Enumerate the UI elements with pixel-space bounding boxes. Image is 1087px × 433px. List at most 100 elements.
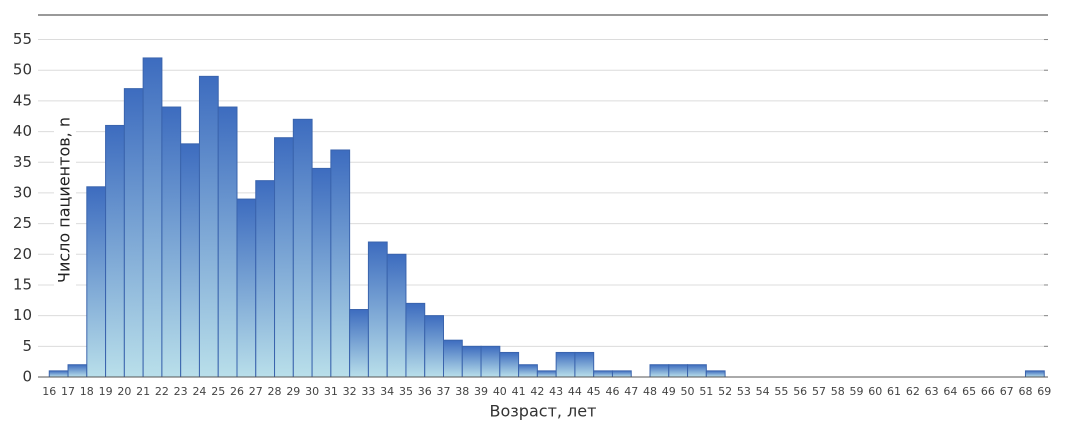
x-tick-label: 26 [230, 385, 244, 398]
x-tick-label: 45 [587, 385, 601, 398]
bar [349, 309, 369, 378]
y-tick-label: 55 [13, 30, 32, 48]
y-tick-label: 40 [13, 122, 32, 140]
x-tick-label: 52 [718, 385, 732, 398]
x-tick-label: 35 [399, 385, 413, 398]
x-tick-label: 57 [812, 385, 826, 398]
y-tick-label: 0 [22, 368, 32, 386]
y-tick-label: 20 [13, 245, 32, 263]
y-label-box: Число пациентов, n [54, 110, 76, 290]
bar [555, 351, 576, 378]
x-tick-label: 58 [831, 385, 845, 398]
x-tick-label: 17 [61, 385, 75, 398]
x-tick-label: 31 [324, 385, 338, 398]
bar [424, 315, 445, 378]
bar [123, 88, 144, 378]
x-tick-label: 47 [624, 385, 638, 398]
x-tick-label: 44 [568, 385, 582, 398]
x-tick-label: 64 [943, 385, 957, 398]
x-tick-label: 19 [99, 385, 113, 398]
bar [198, 75, 219, 378]
x-tick-label: 69 [1037, 385, 1051, 398]
x-tick-label: 49 [662, 385, 676, 398]
x-tick-label: 39 [474, 385, 488, 398]
y-tick-label: 30 [13, 183, 32, 201]
bar [705, 370, 726, 378]
bar [292, 118, 313, 378]
x-tick-label: 24 [192, 385, 206, 398]
bar [236, 198, 257, 378]
bar [649, 364, 670, 378]
bar [1024, 370, 1045, 378]
bar [518, 364, 538, 378]
x-tick-label: 21 [136, 385, 150, 398]
x-tick-label: 43 [549, 385, 563, 398]
x-tick-label: 51 [699, 385, 713, 398]
x-tick-label: 59 [850, 385, 864, 398]
x-tick-label: 40 [493, 385, 507, 398]
x-tick-label: 38 [455, 385, 469, 398]
x-tick-label: 33 [361, 385, 375, 398]
x-tick-label: 67 [1000, 385, 1014, 398]
x-tick-label: 48 [643, 385, 657, 398]
bar [180, 143, 200, 378]
bar [311, 167, 332, 378]
x-tick-label: 54 [756, 385, 770, 398]
y-tick-label: 5 [22, 337, 32, 355]
x-tick-label: 53 [737, 385, 751, 398]
bar [274, 137, 294, 378]
x-tick-label: 65 [962, 385, 976, 398]
y-tick-label: 45 [13, 91, 32, 109]
x-tick-label: 55 [774, 385, 788, 398]
x-tick-label: 16 [42, 385, 56, 398]
bar [461, 345, 482, 378]
y-tick-label: 35 [13, 153, 32, 171]
x-tick-label: 34 [380, 385, 394, 398]
x-tick-label: 29 [286, 385, 300, 398]
x-tick-label: 46 [605, 385, 619, 398]
bar [161, 106, 182, 378]
x-axis-title: Возраст, лет [490, 402, 597, 421]
bar [443, 339, 463, 378]
x-tick-label: 36 [418, 385, 432, 398]
bar [668, 364, 689, 378]
bar [330, 149, 351, 378]
x-tick-label: 30 [305, 385, 319, 398]
x-tick-label: 25 [211, 385, 225, 398]
bar [574, 351, 595, 378]
bar [217, 106, 238, 378]
bar [687, 364, 707, 378]
x-tick-label: 68 [1018, 385, 1032, 398]
x-tick-label: 62 [906, 385, 920, 398]
bar [536, 370, 557, 378]
bar [405, 302, 426, 378]
x-tick-label: 61 [887, 385, 901, 398]
bar [593, 370, 613, 378]
bar [611, 370, 632, 378]
x-tick-label: 60 [868, 385, 882, 398]
x-tick-label: 32 [343, 385, 357, 398]
x-tick-label: 50 [681, 385, 695, 398]
x-tick-label: 28 [268, 385, 282, 398]
bar [86, 186, 107, 378]
x-tick-label: 37 [437, 385, 451, 398]
bar [480, 345, 501, 378]
y-tick-label: 15 [13, 275, 32, 293]
x-tick-label: 56 [793, 385, 807, 398]
x-tick-label: 22 [155, 385, 169, 398]
bar [499, 351, 520, 378]
bar [255, 180, 276, 378]
x-tick-label: 23 [174, 385, 188, 398]
x-tick-label: 20 [117, 385, 131, 398]
y-tick-label: 10 [13, 306, 32, 324]
y-tick-label: 25 [13, 214, 32, 232]
bar [105, 124, 125, 378]
x-tick-label: 63 [925, 385, 939, 398]
bar [67, 364, 88, 378]
x-tick-label: 41 [512, 385, 526, 398]
bar [386, 253, 407, 378]
x-tick-label: 66 [981, 385, 995, 398]
bar [142, 57, 163, 378]
x-tick-label: 42 [530, 385, 544, 398]
